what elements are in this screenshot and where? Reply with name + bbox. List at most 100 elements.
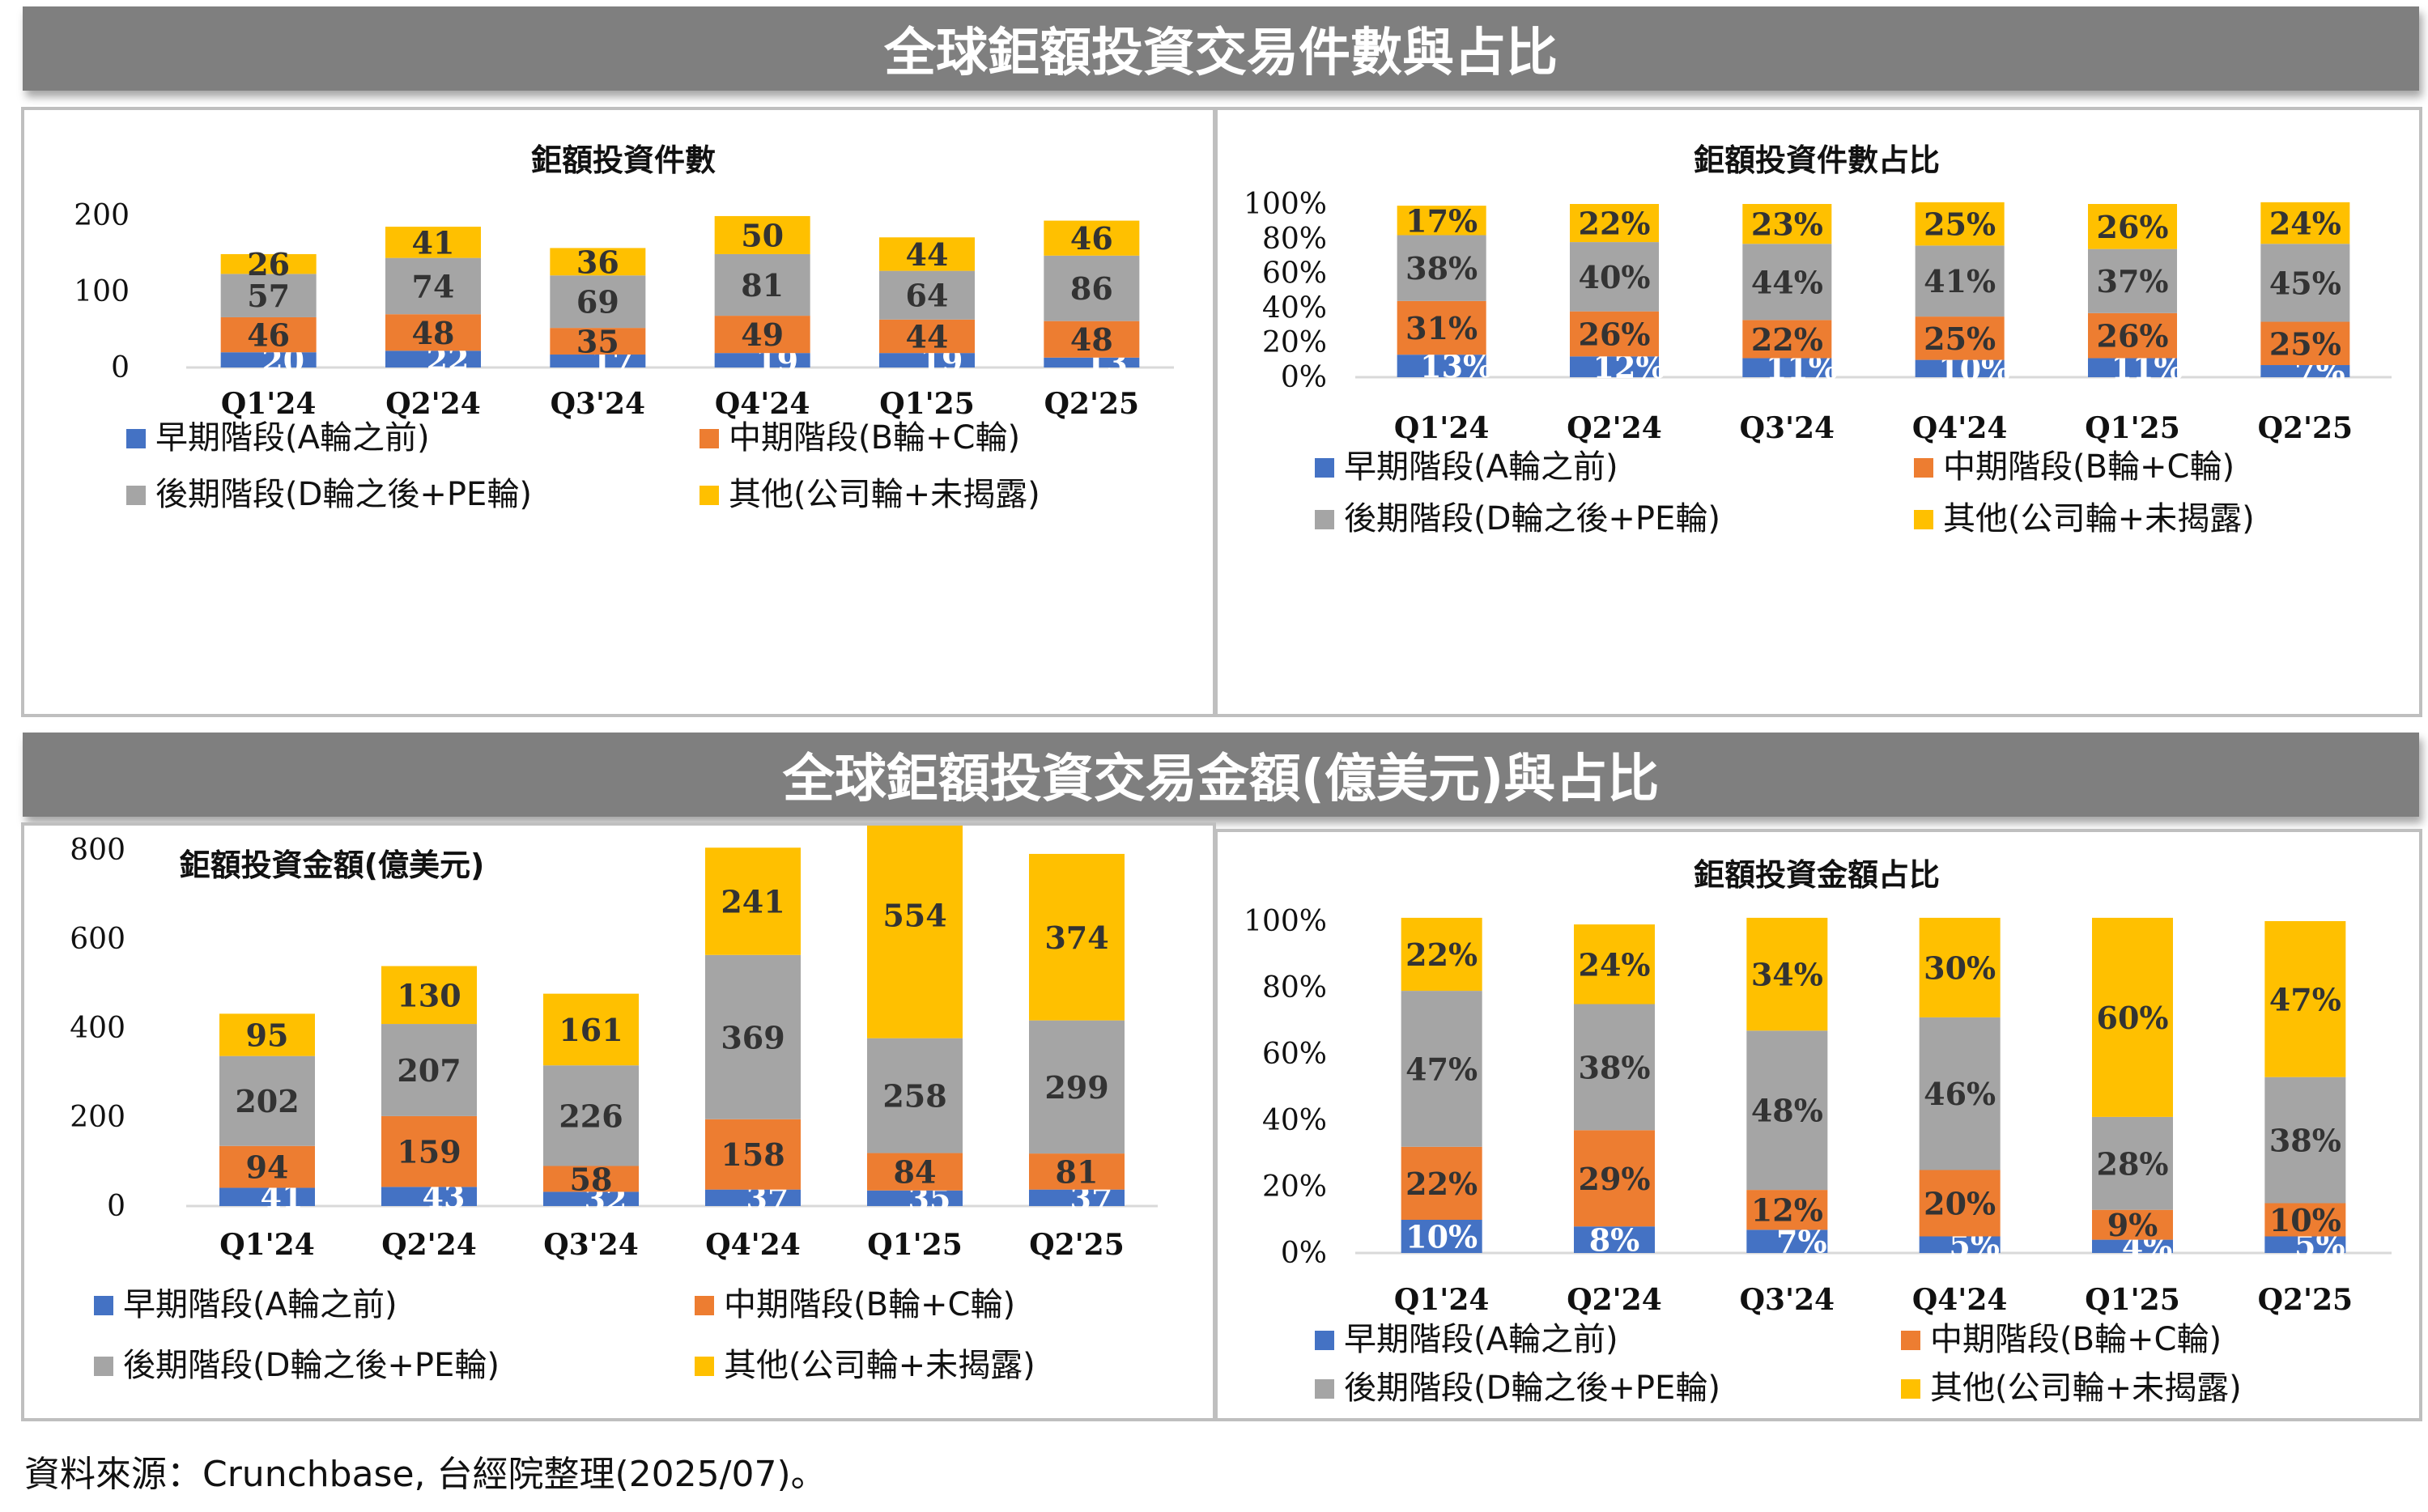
x-category-label: Q2'24: [1567, 411, 1662, 445]
bar-segment: [381, 1187, 477, 1206]
data-label: 86: [1070, 270, 1113, 307]
legend-label: 早期階段(A輪之前): [155, 419, 430, 457]
bar-segment: [2092, 1239, 2173, 1253]
y-tick-label: 20%: [1262, 1170, 1327, 1204]
data-label: 202: [235, 1083, 299, 1119]
data-label: 31%: [1405, 310, 1478, 346]
x-category-label: Q4'24: [715, 387, 810, 421]
data-label: 28%: [2097, 1145, 2169, 1182]
legend-label: 中期階段(B輪+C輪): [724, 1286, 1015, 1323]
data-label: 50: [741, 217, 784, 253]
data-label: 48: [412, 315, 455, 351]
bar-segment: [219, 1145, 315, 1188]
data-label: 41%: [1924, 263, 1996, 299]
data-label: 158: [721, 1136, 785, 1173]
bar-segment: [1742, 320, 1832, 359]
bar-segment: [1044, 357, 1140, 367]
data-label: 48%: [1751, 1093, 1823, 1129]
bar-segment: [879, 353, 975, 367]
bar-segment: [2260, 244, 2350, 322]
x-category-label: Q2'25: [2258, 1283, 2354, 1317]
bar-segment: [381, 1024, 477, 1116]
bar-segment: [1919, 1236, 2001, 1253]
bar-segment: [550, 248, 646, 276]
data-label: 226: [559, 1098, 623, 1134]
bar-segment: [543, 1191, 639, 1206]
bar-segment: [1915, 316, 2005, 360]
x-category-label: Q3'24: [551, 387, 646, 421]
bar-segment: [1029, 1020, 1125, 1154]
data-label: 57: [247, 278, 290, 314]
data-label: 74: [412, 268, 455, 304]
bar-segment: [714, 316, 810, 354]
data-label: 34%: [1751, 957, 1823, 993]
legend-label: 後期階段(D輪之後+PE輪): [1344, 500, 1720, 537]
data-label: 207: [397, 1052, 461, 1089]
data-label: 81: [741, 267, 784, 304]
y-tick-label: 200: [70, 1101, 125, 1134]
bar-segment: [1570, 311, 1659, 357]
bar-segment: [2260, 202, 2350, 244]
bar-segment: [1742, 204, 1832, 244]
bar-segment: [2092, 1116, 2173, 1210]
bar-segment: [1919, 917, 2001, 1017]
chart-title: 鉅額投資件數: [531, 142, 716, 178]
bar-segment: [385, 257, 481, 315]
x-category-label: Q4'24: [1912, 1283, 2008, 1317]
legend-label: 中期階段(B輪+C輪): [729, 419, 1020, 457]
legend-label: 早期階段(A輪之前): [1344, 1321, 1618, 1358]
bar-segment: [219, 1013, 315, 1056]
data-label: 36: [576, 244, 619, 280]
data-label: 94: [246, 1149, 289, 1186]
data-label: 130: [397, 977, 461, 1013]
data-label: 45%: [2269, 265, 2341, 301]
y-tick-label: 80%: [1262, 223, 1327, 256]
data-label: 47%: [2269, 981, 2341, 1017]
data-label: 554: [882, 897, 946, 933]
legend-swatch: [1315, 1331, 1334, 1350]
bar-segment: [879, 319, 975, 354]
data-label: 37%: [2097, 263, 2169, 299]
bar-segment: [2088, 248, 2177, 313]
bar-segment: [219, 1187, 315, 1206]
bar-segment: [705, 1119, 801, 1190]
y-tick-label: 60%: [1262, 1038, 1327, 1071]
data-label: 241: [721, 884, 785, 920]
legend-swatch: [1901, 1331, 1920, 1350]
x-category-label: Q1'24: [221, 387, 317, 421]
bar-segment: [1919, 1170, 2001, 1237]
chart-panel-amount-share: 鉅額投資金額占比 0% 20% 40% 60% 80% 100% 10% 22% 47% 22% Q1…: [1214, 829, 2422, 1421]
banner-amount-title: 全球鉅額投資交易金額(億美元)與占比: [23, 733, 2419, 817]
bar-segment: [1915, 245, 2005, 317]
legend-swatch: [699, 429, 719, 448]
bar-segment: [1742, 358, 1832, 377]
bar-segment: [1029, 1189, 1125, 1206]
bar-segment: [543, 1065, 639, 1166]
chart-amount: 鉅額投資金額(億美元)0200400600800419420295Q1'2443…: [70, 826, 1158, 1384]
bar-segment: [705, 847, 801, 955]
bar-segment: [879, 237, 975, 271]
y-tick-label: 600: [70, 923, 125, 956]
y-tick-label: 800: [70, 834, 125, 867]
legend-label: 其他(公司輪+未揭露): [1943, 500, 2255, 537]
data-label: 9%: [2107, 1207, 2158, 1243]
legend-swatch: [1914, 510, 1933, 529]
bar-segment: [1401, 991, 1482, 1147]
y-tick-label: 20%: [1262, 326, 1327, 359]
data-label: 374: [1044, 920, 1108, 956]
legend-swatch: [94, 1357, 113, 1376]
bar-segment: [2092, 917, 2173, 1117]
bar-segment: [1029, 853, 1125, 1021]
bar-segment: [2264, 1203, 2346, 1237]
legend-label: 其他(公司輪+未揭露): [1930, 1370, 2242, 1407]
bar-segment: [1574, 1226, 1655, 1253]
y-tick-label: 400: [70, 1012, 125, 1045]
bar-segment: [381, 966, 477, 1025]
x-category-label: Q1'24: [1394, 411, 1490, 445]
y-tick-label: 80%: [1262, 971, 1327, 1004]
data-label: 44: [906, 318, 949, 355]
bar-segment: [1044, 220, 1140, 256]
data-label: 25%: [1924, 321, 1996, 357]
legend-swatch: [1315, 1379, 1334, 1399]
bar-segment: [1746, 1230, 1828, 1253]
